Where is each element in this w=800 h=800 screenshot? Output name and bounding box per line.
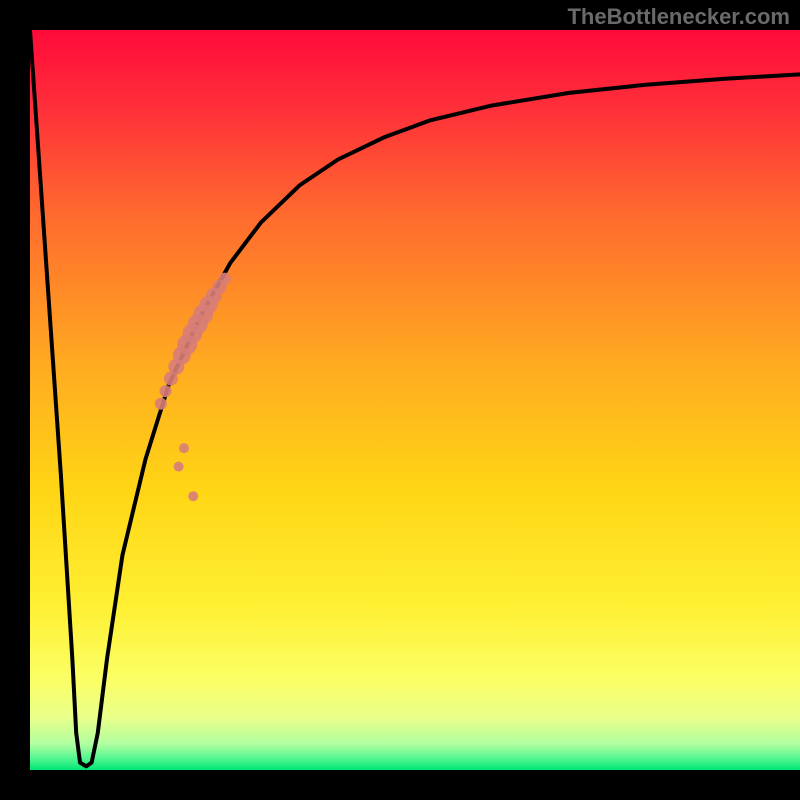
watermark-text: TheBottlenecker.com [567, 4, 790, 30]
data-marker [219, 273, 231, 285]
data-marker [160, 385, 172, 397]
data-marker [179, 443, 189, 453]
plot-gradient-background [30, 30, 800, 770]
data-marker [188, 491, 198, 501]
data-marker [155, 398, 167, 410]
data-marker [174, 462, 184, 472]
chart-container: TheBottlenecker.com [0, 0, 800, 800]
bottleneck-curve-chart [0, 0, 800, 800]
